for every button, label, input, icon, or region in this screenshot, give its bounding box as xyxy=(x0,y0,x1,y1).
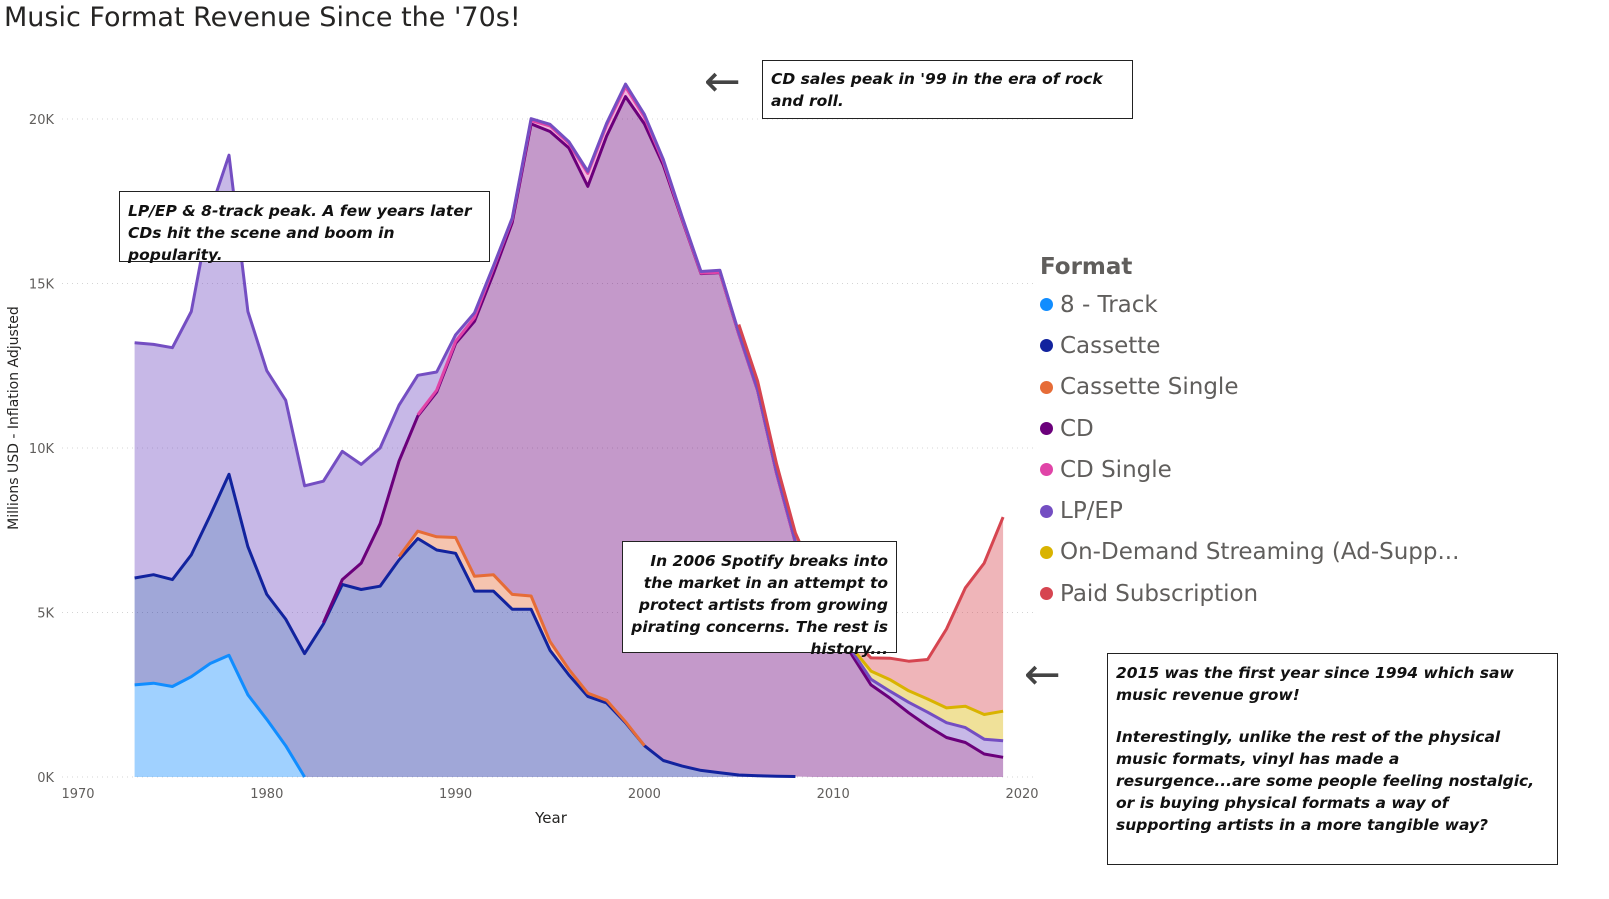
legend-item[interactable]: Cassette xyxy=(1040,325,1459,366)
line-cassette xyxy=(134,472,796,778)
legend-title: Format xyxy=(1040,254,1133,280)
legend-label: Cassette Single xyxy=(1060,374,1239,401)
legend-dot-icon xyxy=(1040,504,1053,518)
legend-item[interactable]: CD Single xyxy=(1040,449,1459,490)
legend-dot-icon xyxy=(1040,587,1053,601)
area-cassette[interactable] xyxy=(134,474,796,777)
legend-item[interactable]: On-Demand Streaming (Ad-Supp... xyxy=(1040,532,1459,573)
y-tick-label: 0K xyxy=(37,771,54,786)
legend-dot-icon xyxy=(1040,545,1053,559)
y-tick-label: 15K xyxy=(29,278,55,293)
axis-ticks: 0K 5K 10K 15K 20K 1970 1980 1990 2000 2010 2020 xyxy=(29,113,1039,802)
series-lines xyxy=(134,82,1005,778)
annotation-spotify: In 2006 Spotify breaks into the market i… xyxy=(622,541,897,658)
annotation-lp-peak: LP/EP & 8-track peak. A few years later … xyxy=(119,191,490,264)
legend-dot-icon xyxy=(1040,463,1053,477)
x-tick-label: 1980 xyxy=(250,787,283,802)
legend-dot-icon xyxy=(1040,339,1053,353)
line-on-demand-streaming-ad-supp xyxy=(850,647,1004,716)
x-tick-label: 2000 xyxy=(628,787,661,802)
y-tick-label: 10K xyxy=(29,442,55,457)
x-axis-title: Year xyxy=(534,809,568,827)
arrow-left-icon: ← xyxy=(704,56,741,107)
legend-item[interactable]: LP/EP xyxy=(1040,490,1459,531)
chart-title: Music Format Revenue Since the '70s! xyxy=(4,2,521,33)
legend-label: On-Demand Streaming (Ad-Supp... xyxy=(1060,539,1460,566)
x-tick-label: 2020 xyxy=(1005,787,1038,802)
y-axis-title: Millions USD - Inflation Adjusted xyxy=(6,306,22,530)
arrow-left-icon: ← xyxy=(1024,649,1061,700)
legend-label: Cassette xyxy=(1060,332,1161,359)
area-on-demand-streaming-ad-supp[interactable] xyxy=(852,648,1004,741)
x-tick-label: 2010 xyxy=(817,787,850,802)
legend-item[interactable]: 8 - Track xyxy=(1040,284,1459,325)
area-cd[interactable] xyxy=(323,96,1004,778)
y-tick-label: 20K xyxy=(29,113,55,128)
legend-item[interactable]: CD xyxy=(1040,408,1459,449)
legend-label: LP/EP xyxy=(1060,498,1123,525)
y-tick-label: 5K xyxy=(37,607,54,622)
annotation-growth: 2015 was the first year since 1994 which… xyxy=(1107,653,1558,865)
legend-dot-icon xyxy=(1040,298,1053,312)
legend-item[interactable]: Paid Subscription xyxy=(1040,573,1459,614)
line-8-track xyxy=(134,653,306,778)
line-cassette-single xyxy=(397,529,646,747)
legend-dot-icon xyxy=(1040,380,1053,394)
legend-item[interactable]: Cassette Single xyxy=(1040,367,1459,408)
legend-label: CD xyxy=(1060,415,1094,442)
legend-label: 8 - Track xyxy=(1060,291,1158,318)
line-lp-ep xyxy=(134,82,1004,743)
legend: Format 8 - Track Cassette Cassette Single C… xyxy=(1040,254,1459,614)
line-paid-subscription xyxy=(737,324,1005,663)
legend-label: Paid Subscription xyxy=(1060,580,1259,607)
x-tick-label: 1970 xyxy=(61,787,94,802)
x-tick-label: 1990 xyxy=(439,787,472,802)
annotation-cd-peak: CD sales peak in '99 in the era of rock … xyxy=(762,60,1133,119)
legend-label: CD Single xyxy=(1060,456,1172,483)
legend-dot-icon xyxy=(1040,422,1053,436)
